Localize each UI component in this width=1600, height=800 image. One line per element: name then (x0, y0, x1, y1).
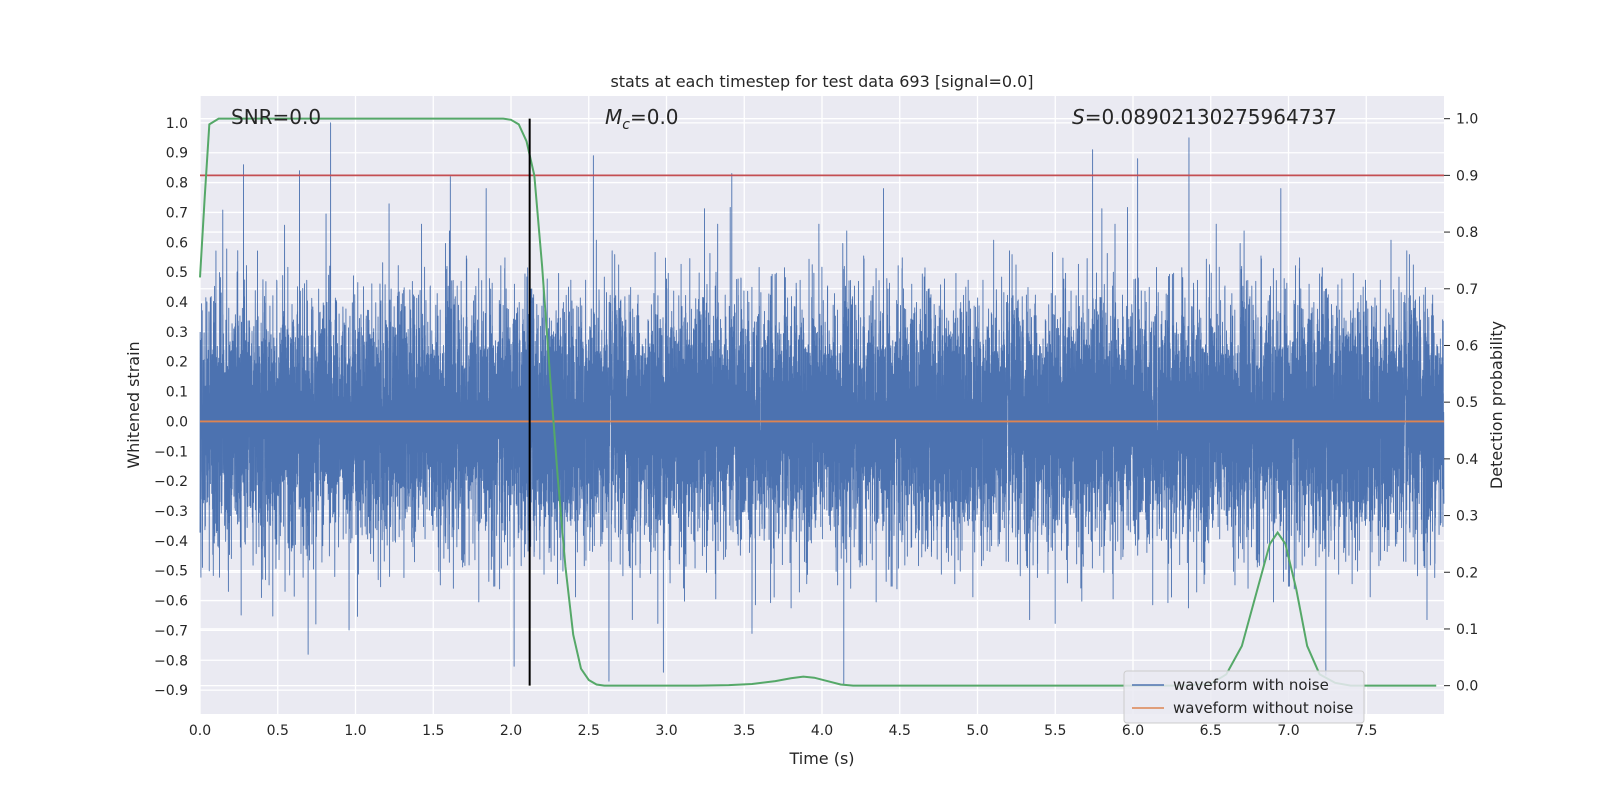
y2-axis-label: Detection probability (1487, 321, 1506, 489)
y-tick-label: 0.7 (166, 205, 188, 221)
y-tick-label: −0.9 (154, 683, 188, 699)
x-tick-label: 1.0 (344, 723, 366, 739)
x-tick-label: 2.0 (500, 723, 522, 739)
x-tick-label: 5.0 (966, 723, 988, 739)
legend-box (1123, 670, 1365, 724)
x-axis-ticks: 0.0 0.5 1.0 1.5 2.0 2.5 3.0 3.5 4.0 4.5 5.0 5.5 6.0 6… (189, 723, 1378, 739)
y2-tick-label: 1.0 (1456, 112, 1478, 128)
y2-tick-label: 0.0 (1456, 679, 1478, 695)
y-tick-label: 0.1 (166, 385, 188, 401)
y-tick-label: −0.4 (154, 534, 188, 550)
y-tick-label: 0.8 (166, 176, 188, 192)
series-waveform-with-noise (199, 122, 1445, 685)
series-layer (199, 117, 1445, 687)
y-tick-label: 0.4 (166, 295, 188, 311)
y-tick-label: 0.9 (166, 146, 188, 162)
y-tick-label: −0.1 (154, 444, 188, 460)
x-tick-label: 4.0 (811, 723, 833, 739)
x-tick-label: 7.0 (1277, 723, 1299, 739)
y-tick-label: −0.5 (154, 564, 188, 580)
y-tick-label: 0.0 (166, 414, 188, 430)
x-tick-label: 4.5 (889, 723, 911, 739)
x-tick-label: 1.5 (422, 723, 444, 739)
y-tick-label: 0.3 (166, 325, 188, 341)
y2-tick-label: 0.2 (1456, 565, 1478, 581)
legend-label-waveform-without-noise: waveform without noise (1173, 699, 1353, 717)
x-axis-label: Time (s) (788, 749, 854, 768)
s-value: =0.08902130275964737 (1085, 105, 1337, 129)
x-tick-label: 2.5 (578, 723, 600, 739)
x-tick-label: 7.5 (1355, 723, 1377, 739)
y-tick-label: −0.8 (154, 653, 188, 669)
chirp-mass-subscript: c (622, 117, 630, 133)
y2-tick-label: 0.4 (1456, 452, 1478, 468)
legend-label-waveform-with-noise: waveform with noise (1173, 676, 1329, 694)
x-tick-label: 3.0 (655, 723, 677, 739)
y2-tick-label: 0.6 (1456, 338, 1478, 354)
s-annotation: S=0.08902130275964737 (1072, 105, 1337, 129)
y-axis-label: Whitened strain (124, 341, 143, 468)
y2-tick-label: 0.9 (1456, 168, 1478, 184)
y-tick-label: −0.3 (154, 504, 188, 520)
s-symbol: S (1072, 105, 1085, 129)
series-detection-probability (199, 117, 1437, 687)
chirp-mass-symbol: M (605, 105, 622, 129)
y-tick-label: 1.0 (166, 116, 188, 132)
y2-tick-label: 0.3 (1456, 509, 1478, 525)
y2-tick-label: 0.8 (1456, 225, 1478, 241)
chirp-mass-annotation: Mc=0.0 (605, 105, 679, 133)
y-tick-label: −0.2 (154, 474, 188, 490)
x-tick-label: 0.0 (189, 723, 211, 739)
legend: waveform with noise waveform without noi… (1123, 670, 1365, 724)
y-tick-label: −0.6 (154, 594, 188, 610)
chirp-mass-value: =0.0 (630, 105, 679, 129)
x-tick-label: 3.5 (733, 723, 755, 739)
x-tick-label: 5.5 (1044, 723, 1066, 739)
y-axis-ticks: 1.0 0.9 0.8 0.7 0.6 0.5 0.4 0.3 0.2 0.1 0.0 −0.1 −0.… (154, 116, 188, 699)
x-tick-label: 6.5 (1200, 723, 1222, 739)
y-tick-label: 0.6 (166, 235, 188, 251)
y2-tick-label: 0.5 (1456, 395, 1478, 411)
y2-tick-label: 0.7 (1456, 282, 1478, 298)
y-tick-label: −0.7 (154, 623, 188, 639)
x-tick-label: 6.0 (1122, 723, 1144, 739)
y-tick-label: 0.5 (166, 265, 188, 281)
y2-axis-ticks: 1.0 0.9 0.8 0.7 0.6 0.5 0.4 0.3 0.2 0.1 0.0 (1444, 112, 1478, 695)
chart-title: stats at each timestep for test data 693… (610, 72, 1033, 91)
snr-annotation: SNR=0.0 (231, 105, 321, 129)
x-tick-label: 0.5 (267, 723, 289, 739)
y-tick-label: 0.2 (166, 355, 188, 371)
y2-tick-label: 0.1 (1456, 622, 1478, 638)
